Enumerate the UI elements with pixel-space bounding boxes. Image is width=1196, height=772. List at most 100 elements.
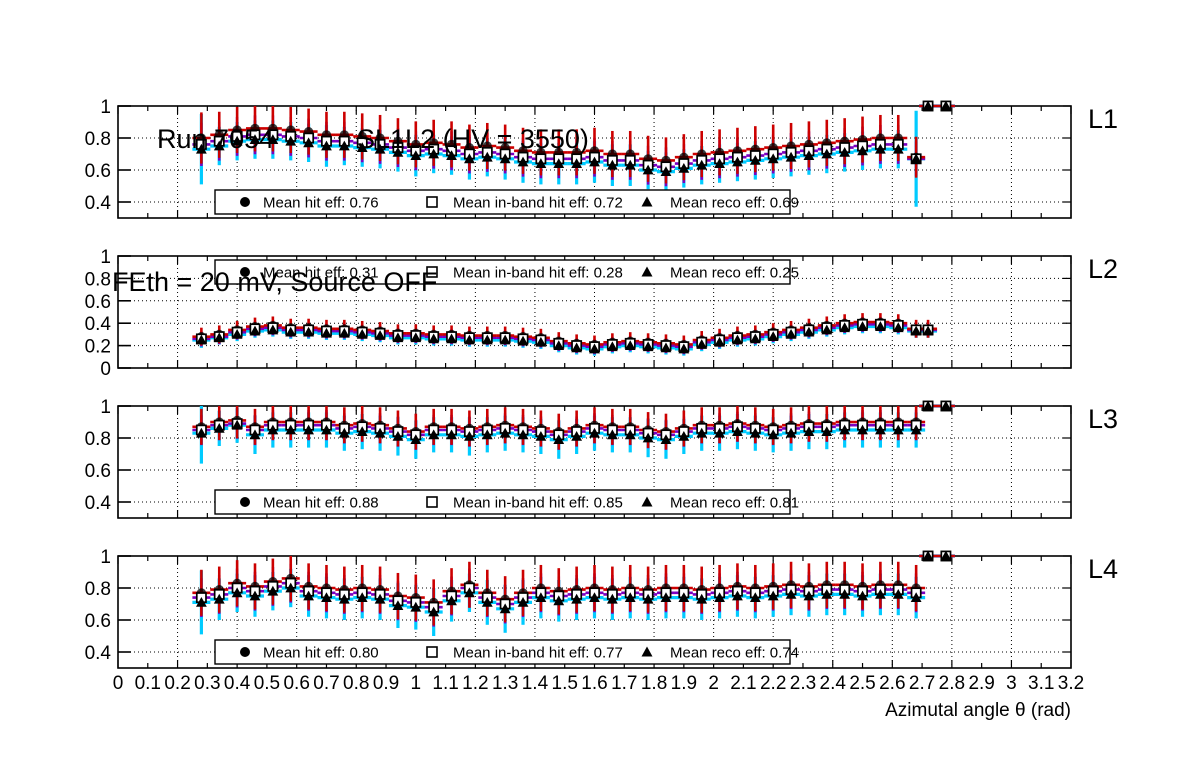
reco-point-marker <box>732 590 743 601</box>
reco-point-marker <box>303 590 314 601</box>
reco-point-marker <box>803 426 815 436</box>
reco-point-marker <box>303 326 314 337</box>
reco-point-marker <box>571 593 583 604</box>
reco-point-marker <box>195 334 207 345</box>
reco-point-marker <box>285 424 297 435</box>
reco-point-marker <box>660 342 672 353</box>
legend-reco-icon <box>641 196 653 207</box>
y-tick-label: 0.6 <box>85 161 111 182</box>
y-tick-label: 0.6 <box>85 292 111 313</box>
reco-point-marker <box>922 550 934 561</box>
reco-point-marker <box>910 325 922 336</box>
reco-point-marker <box>696 339 708 349</box>
legend-hit-icon <box>240 267 250 277</box>
reco-point-marker <box>481 334 493 345</box>
reco-point-marker <box>714 427 725 438</box>
panel-l4: 0.4 0.6 0.8 1 Mean hit eff: 0.80 Mean in-band… <box>85 547 1072 669</box>
legend-hit-label: Mean hit eff: 0.31 <box>263 265 379 282</box>
panel-label-l1: L1 <box>1088 104 1118 134</box>
reco-point-marker <box>553 434 565 444</box>
reco-point-marker <box>410 601 422 612</box>
reco-point-marker <box>749 333 761 344</box>
reco-point-marker <box>213 593 225 604</box>
reco-point-marker <box>499 603 511 614</box>
reco-point-marker <box>922 325 934 336</box>
x-axis-tick-label: 1.9 <box>671 673 697 694</box>
y-tick-label: 0.8 <box>85 579 111 600</box>
x-axis-tick-label: 2.1 <box>730 673 756 694</box>
x-axis-tick-label: 0.4 <box>224 673 251 694</box>
reco-point-marker <box>517 597 529 607</box>
reco-point-marker <box>446 333 457 344</box>
legend-reco-label: Mean reco eff: 0.69 <box>670 195 799 212</box>
reco-point-marker <box>839 424 851 435</box>
reco-point-marker <box>642 164 654 175</box>
reco-point-marker <box>213 140 225 151</box>
reco-point-marker <box>922 400 934 411</box>
reco-point-marker <box>249 429 261 440</box>
reco-point-marker <box>714 336 725 347</box>
reco-point-marker <box>517 429 529 440</box>
panel-label-l3: L3 <box>1088 404 1118 434</box>
reco-point-marker <box>321 140 332 151</box>
legend-box <box>214 489 791 515</box>
reco-point-marker <box>428 148 440 159</box>
legend-reco-icon <box>641 496 653 507</box>
reco-point-marker <box>517 156 529 167</box>
reco-point-marker <box>267 585 279 596</box>
legend-hit-icon <box>240 197 250 207</box>
reco-point-marker <box>678 592 690 602</box>
legend-reco-icon <box>641 266 653 277</box>
panel-l1: 0.4 0.6 0.8 1 Mean hit eff: 0.76 Mean in-band… <box>85 97 1072 219</box>
reco-point-marker <box>338 593 350 604</box>
reco-point-marker <box>803 590 815 601</box>
reco-point-marker <box>922 100 934 111</box>
panel-l3: 0.4 0.6 0.8 1 Mean hit eff: 0.88 Mean in-band… <box>85 397 1072 519</box>
x-axis-tick-label: 0.8 <box>343 673 369 694</box>
legend-inband-icon <box>426 266 438 278</box>
reco-point-marker <box>678 431 690 441</box>
reco-point-marker <box>785 427 797 438</box>
reco-point-marker <box>624 159 636 170</box>
reco-point-marker <box>285 582 297 593</box>
reco-point-marker <box>589 592 600 602</box>
reco-point-marker <box>392 431 404 441</box>
y-tick-label: 0.8 <box>85 129 111 150</box>
x-axis-tick-label: 0.9 <box>373 673 399 694</box>
legend-reco-label: Mean reco eff: 0.81 <box>670 495 799 512</box>
x-axis-tick-label: 2.6 <box>879 673 905 694</box>
reco-point-marker <box>892 143 904 154</box>
reco-point-marker <box>589 343 600 354</box>
x-axis-tick-label: 2 <box>708 673 719 694</box>
reco-point-marker <box>464 153 475 164</box>
x-axis-tick-label: 1.2 <box>462 673 488 694</box>
reco-point-marker <box>428 606 440 617</box>
reco-point-marker <box>481 151 493 162</box>
legend-inband-label: Mean in-band hit eff: 0.72 <box>453 195 623 212</box>
legend-hit-label: Mean hit eff: 0.88 <box>263 495 379 512</box>
reco-point-marker <box>446 150 457 160</box>
reco-point-marker <box>606 341 618 352</box>
reco-point-marker <box>410 434 422 444</box>
reco-point-marker <box>374 330 386 340</box>
x-axis-tick-label: 0.5 <box>254 673 280 694</box>
y-tick-label: 0 <box>100 359 111 380</box>
reco-point-marker <box>303 137 314 148</box>
x-axis-tick-label: 1.5 <box>552 673 578 694</box>
y-tick-label: 1 <box>100 97 111 118</box>
x-axis-tick-label: 2.7 <box>909 673 935 694</box>
legend-inband-label: Mean in-band hit eff: 0.77 <box>453 645 623 662</box>
x-axis-tick-label: 2.3 <box>790 673 816 694</box>
x-axis-tick-label: 1.3 <box>492 673 518 694</box>
reco-point-marker <box>785 589 797 599</box>
legend-hit-icon <box>240 647 250 657</box>
reco-point-marker <box>821 589 833 599</box>
reco-point-marker <box>553 595 565 606</box>
x-axis-tick-label: 0.2 <box>164 673 190 694</box>
legend-box <box>214 189 791 215</box>
run-label: Run 7054 <box>157 123 275 154</box>
reco-point-marker <box>231 419 243 430</box>
reco-point-marker <box>660 592 672 602</box>
reco-point-marker <box>231 135 243 146</box>
